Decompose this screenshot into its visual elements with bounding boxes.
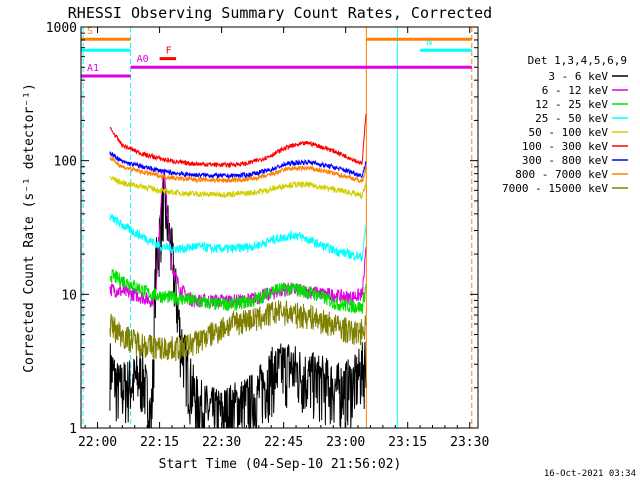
flag-label-0: S (87, 26, 93, 37)
plot-frame (80, 26, 479, 429)
y-tick-label-2: 100 (54, 155, 77, 170)
x-tick-label-1: 22:15 (140, 435, 179, 450)
chart-title: RHESSI Observing Summary Count Rates, Co… (68, 4, 492, 22)
x-tick-label-4: 23:00 (326, 435, 365, 450)
legend-label-0: 3 - 6 keV (548, 70, 608, 83)
y-axis-label: Corrected Count Rate (s⁻¹ detector⁻¹) (22, 83, 37, 373)
series-line-4 (109, 176, 367, 200)
flag-label-4: F (166, 46, 172, 57)
series-line-8 (109, 300, 367, 362)
flag-label-2: N (426, 37, 432, 48)
axes: 22:00 22:15 22:30 22:45 23:00 23:15 23:30 1 10 10… (46, 21, 490, 450)
x-axis-label: Start Time (04-Sep-10 21:56:02) (159, 457, 402, 472)
series-line-5 (109, 113, 367, 169)
footer-date: 16-Oct-2021 03:34 (544, 469, 636, 479)
y-tick-label-1: 10 (61, 288, 77, 303)
legend-label-1: 6 - 12 keV (542, 84, 609, 97)
legend-label-2: 12 - 25 keV (535, 98, 608, 111)
legend-label-7: 800 - 7000 keV (515, 168, 608, 181)
x-tick-label-5: 23:15 (388, 435, 427, 450)
plot-area: S N F A0 A1 (81, 26, 473, 430)
series-line-7 (109, 156, 367, 184)
legend-label-5: 100 - 300 keV (522, 140, 608, 153)
y-tick-label-3: 1000 (46, 21, 77, 36)
flag-label-5: A0 (137, 54, 149, 65)
series-line-1 (109, 169, 367, 308)
x-tick-label-0: 22:00 (78, 435, 117, 450)
x-tick-label-3: 22:45 (264, 435, 303, 450)
y-tick-label-0: 1 (69, 422, 77, 437)
flag-label-6: A1 (87, 63, 99, 74)
series-line-2 (109, 269, 367, 315)
legend-label-4: 50 - 100 keV (529, 126, 609, 139)
series-line-3 (109, 214, 367, 262)
legend-label-6: 300 - 800 keV (522, 154, 608, 167)
series-line-6 (109, 151, 367, 180)
legend-label-8: 7000 - 15000 keV (502, 182, 608, 195)
legend-title: Det 1,3,4,5,6,9 (528, 54, 627, 67)
legend-label-3: 25 - 50 keV (535, 112, 608, 125)
x-tick-label-6: 23:30 (450, 435, 489, 450)
x-tick-label-2: 22:30 (202, 435, 241, 450)
